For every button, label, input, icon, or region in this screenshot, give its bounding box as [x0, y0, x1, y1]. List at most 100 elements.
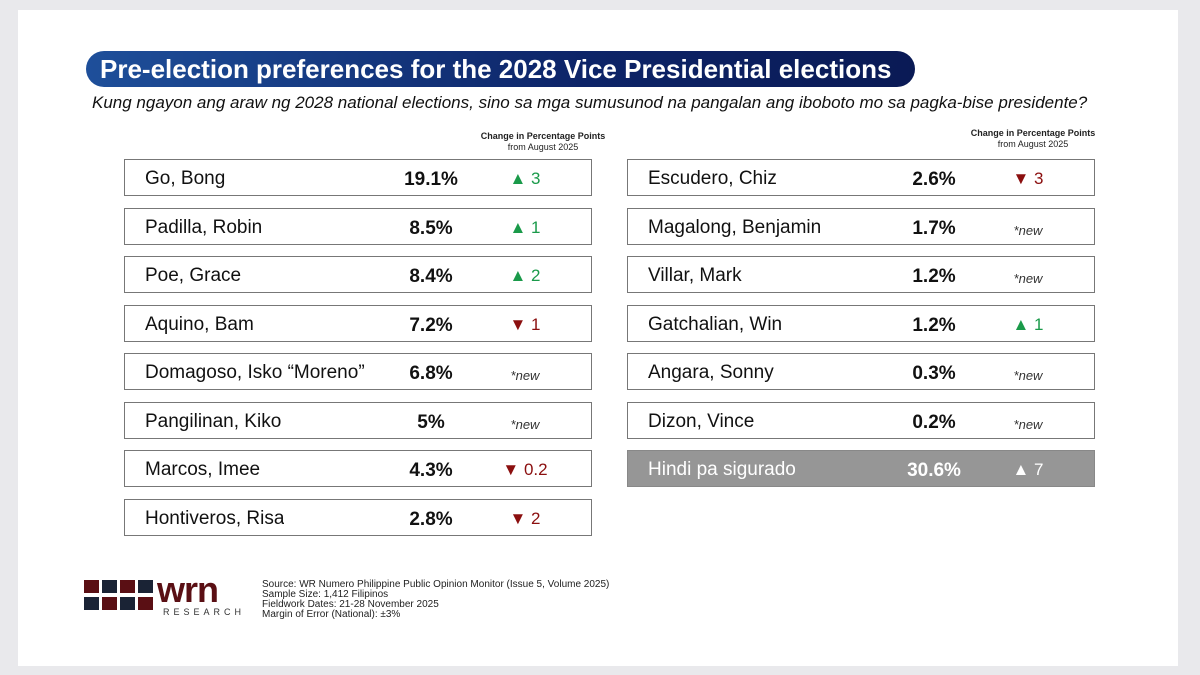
candidate-name: Gatchalian, Win	[648, 313, 783, 335]
change-value: *new	[998, 415, 1058, 434]
candidate-row: Padilla, Robin 8.5% ▲ 1	[124, 207, 592, 245]
candidate-name: Poe, Grace	[145, 265, 242, 286]
candidate-percentage: 0.3%	[912, 363, 956, 384]
candidate-percentage: 5%	[417, 411, 445, 433]
candidate-row: Angara, Sonny 0.3% *new	[627, 353, 1095, 390]
change-header-right: Change in Percentage Points from August 2…	[933, 128, 1133, 150]
wrn-logo: wrn RESEARCH	[84, 572, 254, 620]
candidate-row: Go, Bong 19.1% ▲ 3	[124, 159, 592, 196]
candidate-name: Padilla, Robin	[145, 216, 263, 238]
triangle-down-icon: ▼	[509, 508, 532, 528]
candidate-row: Villar, Mark 1.2% *new	[627, 256, 1095, 293]
change-text: 3	[1034, 169, 1044, 188]
candidate-percentage: 2.8%	[409, 508, 453, 530]
change-text: *new	[510, 416, 540, 432]
triangle-up-icon: ▲	[509, 217, 532, 237]
change-text: 0.2	[523, 460, 548, 479]
candidate-row: Marcos, Imee 4.3% ▼ 0.2	[124, 450, 592, 487]
triangle-up-icon: ▲	[1012, 460, 1035, 479]
change-value: ▼ 2	[495, 509, 555, 528]
candidate-row: Escudero, Chiz 2.6% ▼ 3	[627, 159, 1095, 196]
change-text: 2	[531, 508, 541, 528]
candidate-percentage: 30.6%	[907, 460, 961, 481]
change-text: *new	[510, 368, 540, 383]
change-header-line2: from August 2025	[507, 142, 579, 152]
logo-subtext: RESEARCH	[163, 607, 246, 617]
change-value: ▲ 7	[998, 460, 1058, 479]
candidate-percentage: 2.6%	[912, 169, 956, 190]
question-subtitle: Kung ngayon ang araw ng 2028 national el…	[92, 93, 1088, 112]
change-value: *new	[998, 221, 1058, 240]
candidate-percentage: 1.2%	[912, 266, 956, 287]
candidate-name: Angara, Sonny	[648, 362, 774, 383]
triangle-down-icon: ▼	[1012, 169, 1035, 188]
candidate-name: Aquino, Bam	[145, 313, 254, 335]
change-value: ▼ 1	[495, 315, 555, 334]
sample-size-line: Sample Size: 1,412 Filipinos	[262, 589, 389, 600]
change-value: ▲ 1	[998, 315, 1058, 334]
candidate-percentage: 8.5%	[409, 217, 453, 239]
triangle-up-icon: ▲	[509, 266, 532, 285]
margin-of-error-line: Margin of Error (National): ±3%	[262, 609, 401, 620]
source-notes: Source: WR Numero Philippine Public Opin…	[262, 580, 609, 620]
change-text: 1	[1034, 314, 1044, 334]
change-text: *new	[1013, 416, 1043, 432]
candidate-name: Domagoso, Isko “Moreno”	[145, 362, 365, 383]
candidate-row: Hontiveros, Risa 2.8% ▼ 2	[124, 498, 592, 536]
change-value: *new	[998, 366, 1058, 385]
candidate-name: Marcos, Imee	[145, 459, 261, 480]
candidate-percentage: 7.2%	[409, 314, 453, 336]
candidate-name: Villar, Mark	[648, 265, 742, 286]
source-line: Source: WR Numero Philippine Public Opin…	[262, 579, 610, 590]
candidate-row: Poe, Grace 8.4% ▲ 2	[124, 256, 592, 293]
candidate-name: Dizon, Vince	[648, 410, 755, 432]
candidate-row: Gatchalian, Win 1.2% ▲ 1	[627, 304, 1095, 342]
candidate-percentage: 19.1%	[404, 169, 458, 190]
candidate-name: Escudero, Chiz	[648, 168, 777, 189]
triangle-down-icon: ▼	[502, 460, 524, 479]
candidate-row: Hindi pa sigurado 30.6% ▲ 7	[627, 450, 1095, 487]
change-text: 3	[531, 169, 541, 188]
change-text: 1	[531, 217, 541, 237]
candidate-name: Hontiveros, Risa	[145, 507, 285, 529]
candidate-row: Domagoso, Isko “Moreno” 6.8% *new	[124, 353, 592, 390]
candidate-row: Magalong, Benjamin 1.7% *new	[627, 207, 1095, 245]
change-header-left: Change in Percentage Points from August 2…	[443, 131, 643, 153]
candidate-percentage: 1.7%	[912, 217, 956, 239]
triangle-down-icon: ▼	[509, 314, 532, 334]
candidate-percentage: 4.3%	[409, 460, 453, 481]
change-header-line1: Change in Percentage Points	[480, 131, 606, 141]
triangle-up-icon: ▲	[1012, 314, 1035, 334]
change-value: *new	[495, 415, 555, 434]
candidate-row: Aquino, Bam 7.2% ▼ 1	[124, 304, 592, 342]
change-value: ▼ 3	[998, 169, 1058, 188]
candidate-name: Hindi pa sigurado	[648, 459, 796, 480]
change-text: 2	[531, 266, 541, 285]
candidate-percentage: 8.4%	[409, 266, 453, 287]
fieldwork-line: Fieldwork Dates: 21-28 November 2025	[262, 599, 439, 610]
triangle-up-icon: ▲	[509, 169, 532, 188]
candidate-name: Go, Bong	[145, 168, 226, 189]
candidate-name: Pangilinan, Kiko	[145, 410, 282, 432]
change-value: *new	[998, 269, 1058, 288]
change-value: *new	[495, 366, 555, 385]
candidate-percentage: 1.2%	[912, 314, 956, 336]
change-header-line1: Change in Percentage Points	[970, 128, 1096, 138]
change-value: ▲ 3	[495, 169, 555, 188]
change-text: *new	[1013, 222, 1043, 238]
candidate-row: Dizon, Vince 0.2% *new	[627, 401, 1095, 439]
change-text: *new	[1013, 368, 1043, 383]
candidate-row: Pangilinan, Kiko 5% *new	[124, 401, 592, 439]
candidate-percentage: 0.2%	[912, 411, 956, 433]
change-header-line2: from August 2025	[997, 139, 1069, 149]
change-text: *new	[1013, 271, 1043, 286]
page-title: Pre-election preferences for the 2028 Vi…	[86, 51, 916, 87]
candidate-percentage: 6.8%	[409, 363, 453, 384]
change-text: 7	[1034, 460, 1044, 479]
change-value: ▼ 0.2	[495, 460, 555, 479]
change-value: ▲ 1	[495, 218, 555, 237]
logo-text: wrn	[157, 569, 219, 610]
change-value: ▲ 2	[495, 266, 555, 285]
candidate-name: Magalong, Benjamin	[648, 216, 822, 238]
change-text: 1	[531, 314, 541, 334]
